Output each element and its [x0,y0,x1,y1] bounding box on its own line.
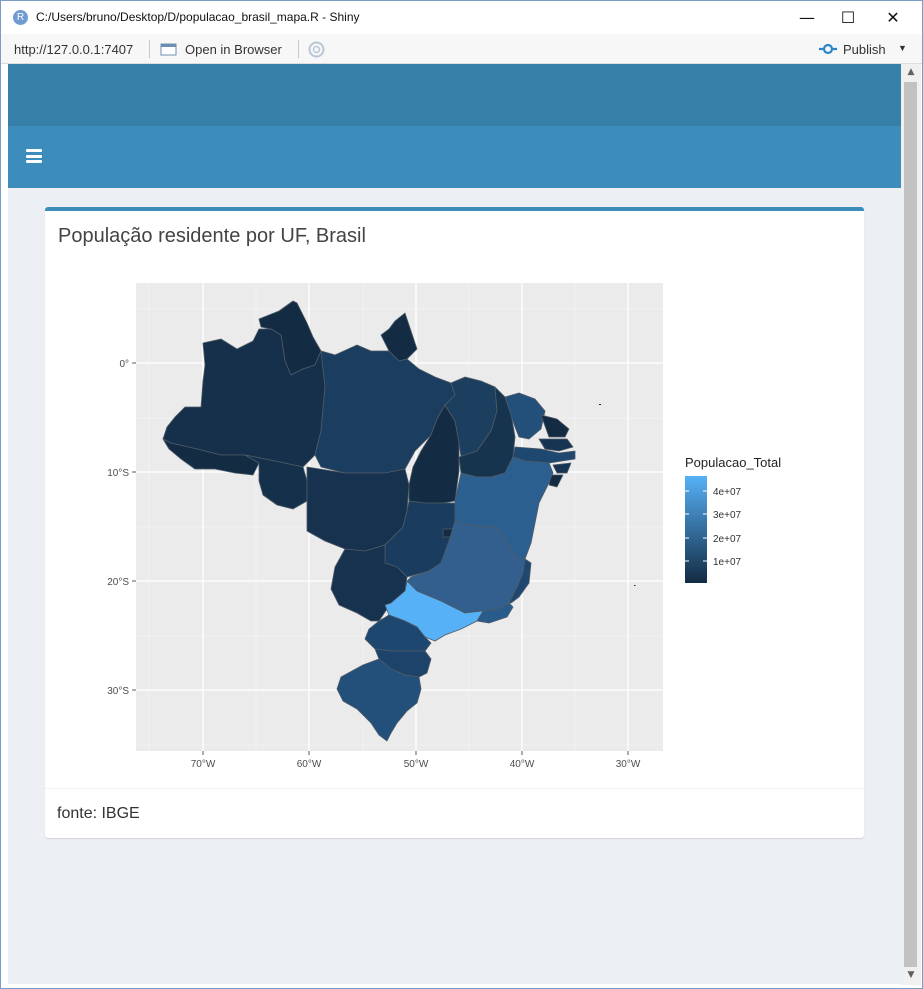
map-box: População residente por UF, Brasil [45,207,864,838]
y-tick-label: 10°S [107,468,129,479]
legend-label: 4e+07 [713,487,742,498]
scrollbar-thumb[interactable] [904,82,917,967]
dashboard-navbar [8,126,901,188]
publish-dropdown-icon[interactable]: ▼ [898,43,907,53]
y-tick-label: 0° [119,359,129,370]
x-tick-label: 60°W [297,759,322,770]
y-tick-label: 30°S [107,686,129,697]
state-espirito-santo [508,558,532,604]
legend-colorbar [685,476,707,583]
minimize-button[interactable]: — [799,8,815,27]
maximize-button[interactable]: ☐ [840,8,856,27]
x-tick-label: 70°W [191,759,216,770]
publish-icon[interactable] [818,41,838,57]
state-rondonia [244,454,308,510]
legend-title: Populacao_Total [685,455,781,470]
box-title: População residente por UF, Brasil [58,225,366,247]
x-tick-label: 40°W [510,759,535,770]
source-note: fonte: IBGE [57,805,140,822]
state-paraiba [538,438,574,452]
state-acre [162,438,260,476]
title-bar: R C:/Users/bruno/Desktop/D/populacao_bra… [1,1,922,34]
legend-label: 3e+07 [713,510,742,521]
vertical-scrollbar[interactable]: ▲ ▼ [901,64,921,985]
x-tick-label: 50°W [404,759,429,770]
scroll-up-icon[interactable]: ▲ [907,67,915,77]
state-alagoas [552,462,572,474]
window-title: C:/Users/bruno/Desktop/D/populacao_brasi… [36,10,360,24]
url-field[interactable]: http://127.0.0.1:7407 [14,42,134,57]
scroll-down-icon[interactable]: ▼ [907,970,915,980]
shiny-dashboard: População residente por UF, Brasil [8,64,901,984]
close-button[interactable]: ✕ [886,8,900,27]
state-sao-paulo [384,580,484,642]
legend-label: 1e+07 [713,557,742,568]
viewer-toolbar: http://127.0.0.1:7407 Open in Browser Pu… [1,34,922,64]
state-rio-grande-do-norte [540,414,570,438]
open-in-browser-button[interactable]: Open in Browser [185,42,282,57]
legend-label: 2e+07 [713,534,742,545]
publish-button[interactable]: Publish [843,42,886,57]
state-rio-grande-do-sul [336,658,422,742]
y-tick-label: 20°S [107,577,129,588]
box-footer: fonte: IBGE [45,788,864,839]
x-tick-label: 30°W [616,759,641,770]
sidebar-toggle-icon[interactable] [26,149,42,163]
browser-window-icon [160,43,177,56]
dashboard-header [8,64,901,126]
refresh-icon[interactable] [307,40,326,59]
brazil-population-map: 0° 10°S 20°S 30°S 70°W 60°W 50°W 40°W 30… [107,283,781,770]
r-app-icon: R [13,10,28,25]
state-ceara [504,392,546,440]
